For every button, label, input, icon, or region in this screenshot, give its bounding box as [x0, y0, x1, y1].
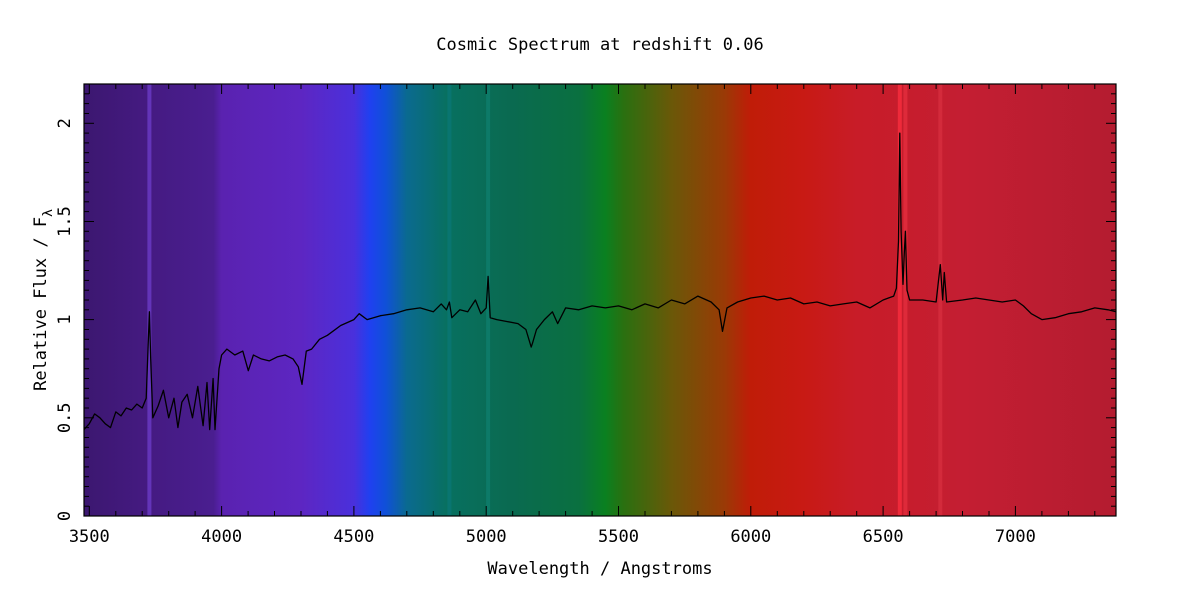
y-tick-label: 0 [55, 511, 75, 521]
y-tick-labels: 0 0.5 1 1.5 2 [55, 118, 75, 521]
emission-band-4 [903, 84, 908, 516]
emission-band-1 [447, 84, 452, 516]
chart-title: Cosmic Spectrum at redshift 0.06 [436, 35, 764, 55]
spectrum-line [84, 132, 1116, 431]
y-axis-label-subscript: λ [41, 209, 56, 217]
x-tick-label: 4000 [201, 527, 242, 547]
y-tick-label: 2 [55, 118, 75, 128]
y-axis-label-main: Relative Flux / F [31, 217, 51, 391]
emission-band-2 [486, 84, 491, 516]
y-tick-label: 0.5 [55, 402, 75, 433]
emission-bands [147, 84, 943, 516]
axis-ticks [84, 83, 1116, 517]
emission-band-3 [897, 84, 902, 516]
emission-band-0 [147, 84, 152, 516]
x-tick-label: 7000 [995, 527, 1036, 547]
x-tick-label: 5000 [466, 527, 507, 547]
emission-band-5 [938, 84, 943, 516]
x-tick-label: 6500 [863, 527, 904, 547]
y-axis-label: Relative Flux / Fλ [31, 209, 56, 391]
x-tick-labels: 3500 4000 4500 5000 5500 6000 6500 7000 [69, 527, 1036, 547]
x-tick-label: 6000 [730, 527, 771, 547]
x-tick-label: 5500 [598, 527, 639, 547]
x-tick-label: 4500 [333, 527, 374, 547]
plot-frame [83, 83, 1117, 517]
plot-background [84, 84, 1116, 516]
x-axis-label: Wavelength / Angstroms [487, 559, 712, 579]
y-tick-label: 1.5 [55, 206, 75, 237]
x-tick-label: 3500 [69, 527, 110, 547]
y-tick-label: 1 [55, 314, 75, 324]
